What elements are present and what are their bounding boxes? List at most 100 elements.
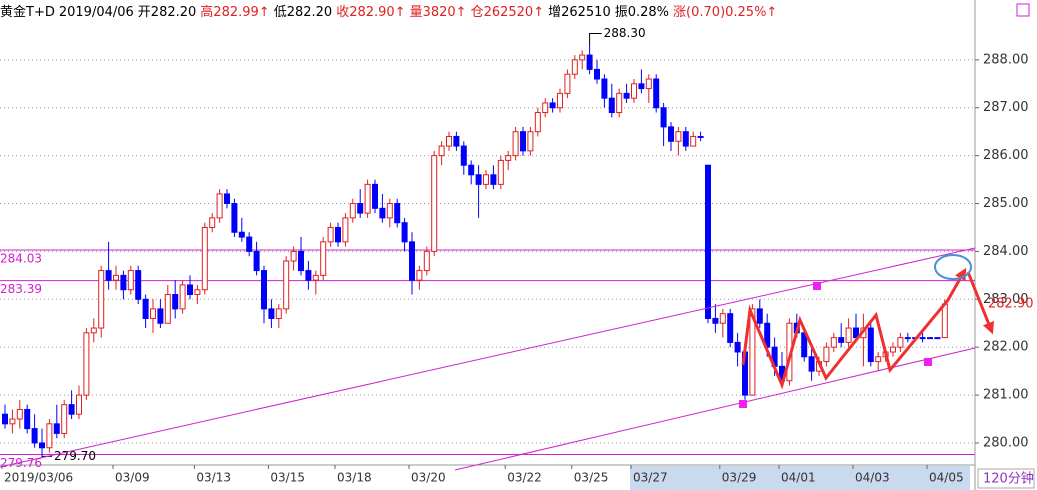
candle-body xyxy=(98,270,105,329)
candle-body xyxy=(275,308,282,319)
x-tick-label: 03/20 xyxy=(411,471,446,485)
last-price-label: 282.90 xyxy=(988,297,1034,312)
candle-body xyxy=(557,92,563,109)
candle-body xyxy=(290,250,297,262)
x-tick-label: 03/18 xyxy=(337,471,372,485)
candle-body xyxy=(904,337,911,340)
candle-body xyxy=(238,231,245,238)
y-tick-label: 282.00 xyxy=(983,340,1029,355)
candle-body xyxy=(483,174,489,185)
x-tick-label: 04/03 xyxy=(855,471,890,485)
candle-body xyxy=(342,217,349,243)
y-tick-label: 286.00 xyxy=(983,148,1029,163)
candle-body xyxy=(409,241,415,281)
candle-body xyxy=(53,423,60,434)
annotation-leader xyxy=(589,32,602,46)
candle-body xyxy=(867,327,874,363)
header-item: 量3820↑ xyxy=(410,5,467,20)
candle-body xyxy=(853,327,859,339)
candle-body xyxy=(438,145,445,157)
candle-body xyxy=(31,428,38,444)
candle-body xyxy=(105,270,112,281)
x-tick-label: 04/01 xyxy=(781,471,816,485)
candle-body xyxy=(505,155,512,161)
x-tick-label: 03/13 xyxy=(196,471,231,485)
candle-body xyxy=(283,260,290,310)
trend-line xyxy=(0,247,976,468)
candle-body xyxy=(542,102,549,114)
candle-body xyxy=(534,112,541,133)
marker xyxy=(924,358,932,366)
candle-body xyxy=(372,183,378,209)
candle-body xyxy=(120,274,127,291)
candle-body xyxy=(83,332,90,396)
candle-body xyxy=(231,203,238,233)
candle-body xyxy=(246,236,253,252)
y-tick-label: 287.00 xyxy=(983,100,1029,115)
candle-body xyxy=(608,97,615,114)
candle-body xyxy=(209,217,216,228)
header-item: 仓262520↑ xyxy=(471,5,545,20)
candle-body xyxy=(216,193,223,219)
candle-body xyxy=(39,442,45,449)
candle-body xyxy=(631,83,637,99)
period-box xyxy=(977,468,1035,489)
candle-body xyxy=(675,131,682,142)
candle-body xyxy=(172,294,179,310)
x-tick-label: 03/15 xyxy=(270,471,305,485)
period: 120分钟 xyxy=(983,471,1034,487)
header-item: 涨(0.70)0.25%↑ xyxy=(673,5,777,20)
candle-body xyxy=(601,78,608,99)
candle-body xyxy=(164,294,171,324)
candle-body xyxy=(927,337,933,340)
candle-body xyxy=(697,135,704,138)
candle-body xyxy=(142,298,149,319)
candle-body xyxy=(253,250,260,272)
candle-body xyxy=(416,270,423,281)
candle-body xyxy=(875,356,882,363)
candle-body xyxy=(327,226,334,243)
candle-body xyxy=(660,107,667,128)
candle-body xyxy=(564,73,571,94)
candle-body xyxy=(194,289,201,296)
candle-body xyxy=(897,337,904,348)
candle-body xyxy=(549,102,556,109)
y-tick-label: 280.00 xyxy=(983,435,1029,450)
candle-body xyxy=(394,203,401,224)
header-item: 低282.20 xyxy=(274,5,333,20)
candle-body xyxy=(113,274,119,281)
candle-body xyxy=(453,135,460,147)
level-label: 284.03 xyxy=(0,251,42,265)
candle-body xyxy=(594,68,600,80)
candle-body xyxy=(431,155,438,252)
candle-body xyxy=(401,222,408,243)
candle-body xyxy=(90,327,97,334)
arrow-path xyxy=(741,267,967,390)
header-item: 高282.99↑ xyxy=(200,4,269,20)
y-tick-label: 281.00 xyxy=(983,388,1029,403)
candle-body xyxy=(68,404,75,415)
x-tick-label: 03/22 xyxy=(507,471,542,485)
x-tick-label: 2019/03/06 xyxy=(4,471,73,485)
candle-body xyxy=(616,92,623,114)
y-tick-label: 284.00 xyxy=(983,244,1029,259)
candle-body xyxy=(623,92,630,99)
arrow xyxy=(966,271,995,335)
low-label: 279.70 xyxy=(54,449,96,463)
header-item: 收282.90↑ xyxy=(336,5,405,20)
candle-body xyxy=(638,83,645,90)
candle-body xyxy=(364,183,371,214)
y-tick-label: 285.00 xyxy=(983,196,1029,211)
candle-body xyxy=(187,284,193,296)
y-tick-label: 283.00 xyxy=(983,292,1029,307)
candle-body xyxy=(460,145,467,166)
candle-body xyxy=(830,337,837,348)
candle-body xyxy=(749,308,756,396)
candle-body xyxy=(379,207,386,219)
candle-body xyxy=(268,308,275,319)
candle-body xyxy=(490,174,497,185)
icon xyxy=(1016,3,1030,17)
candle-body xyxy=(16,408,23,420)
